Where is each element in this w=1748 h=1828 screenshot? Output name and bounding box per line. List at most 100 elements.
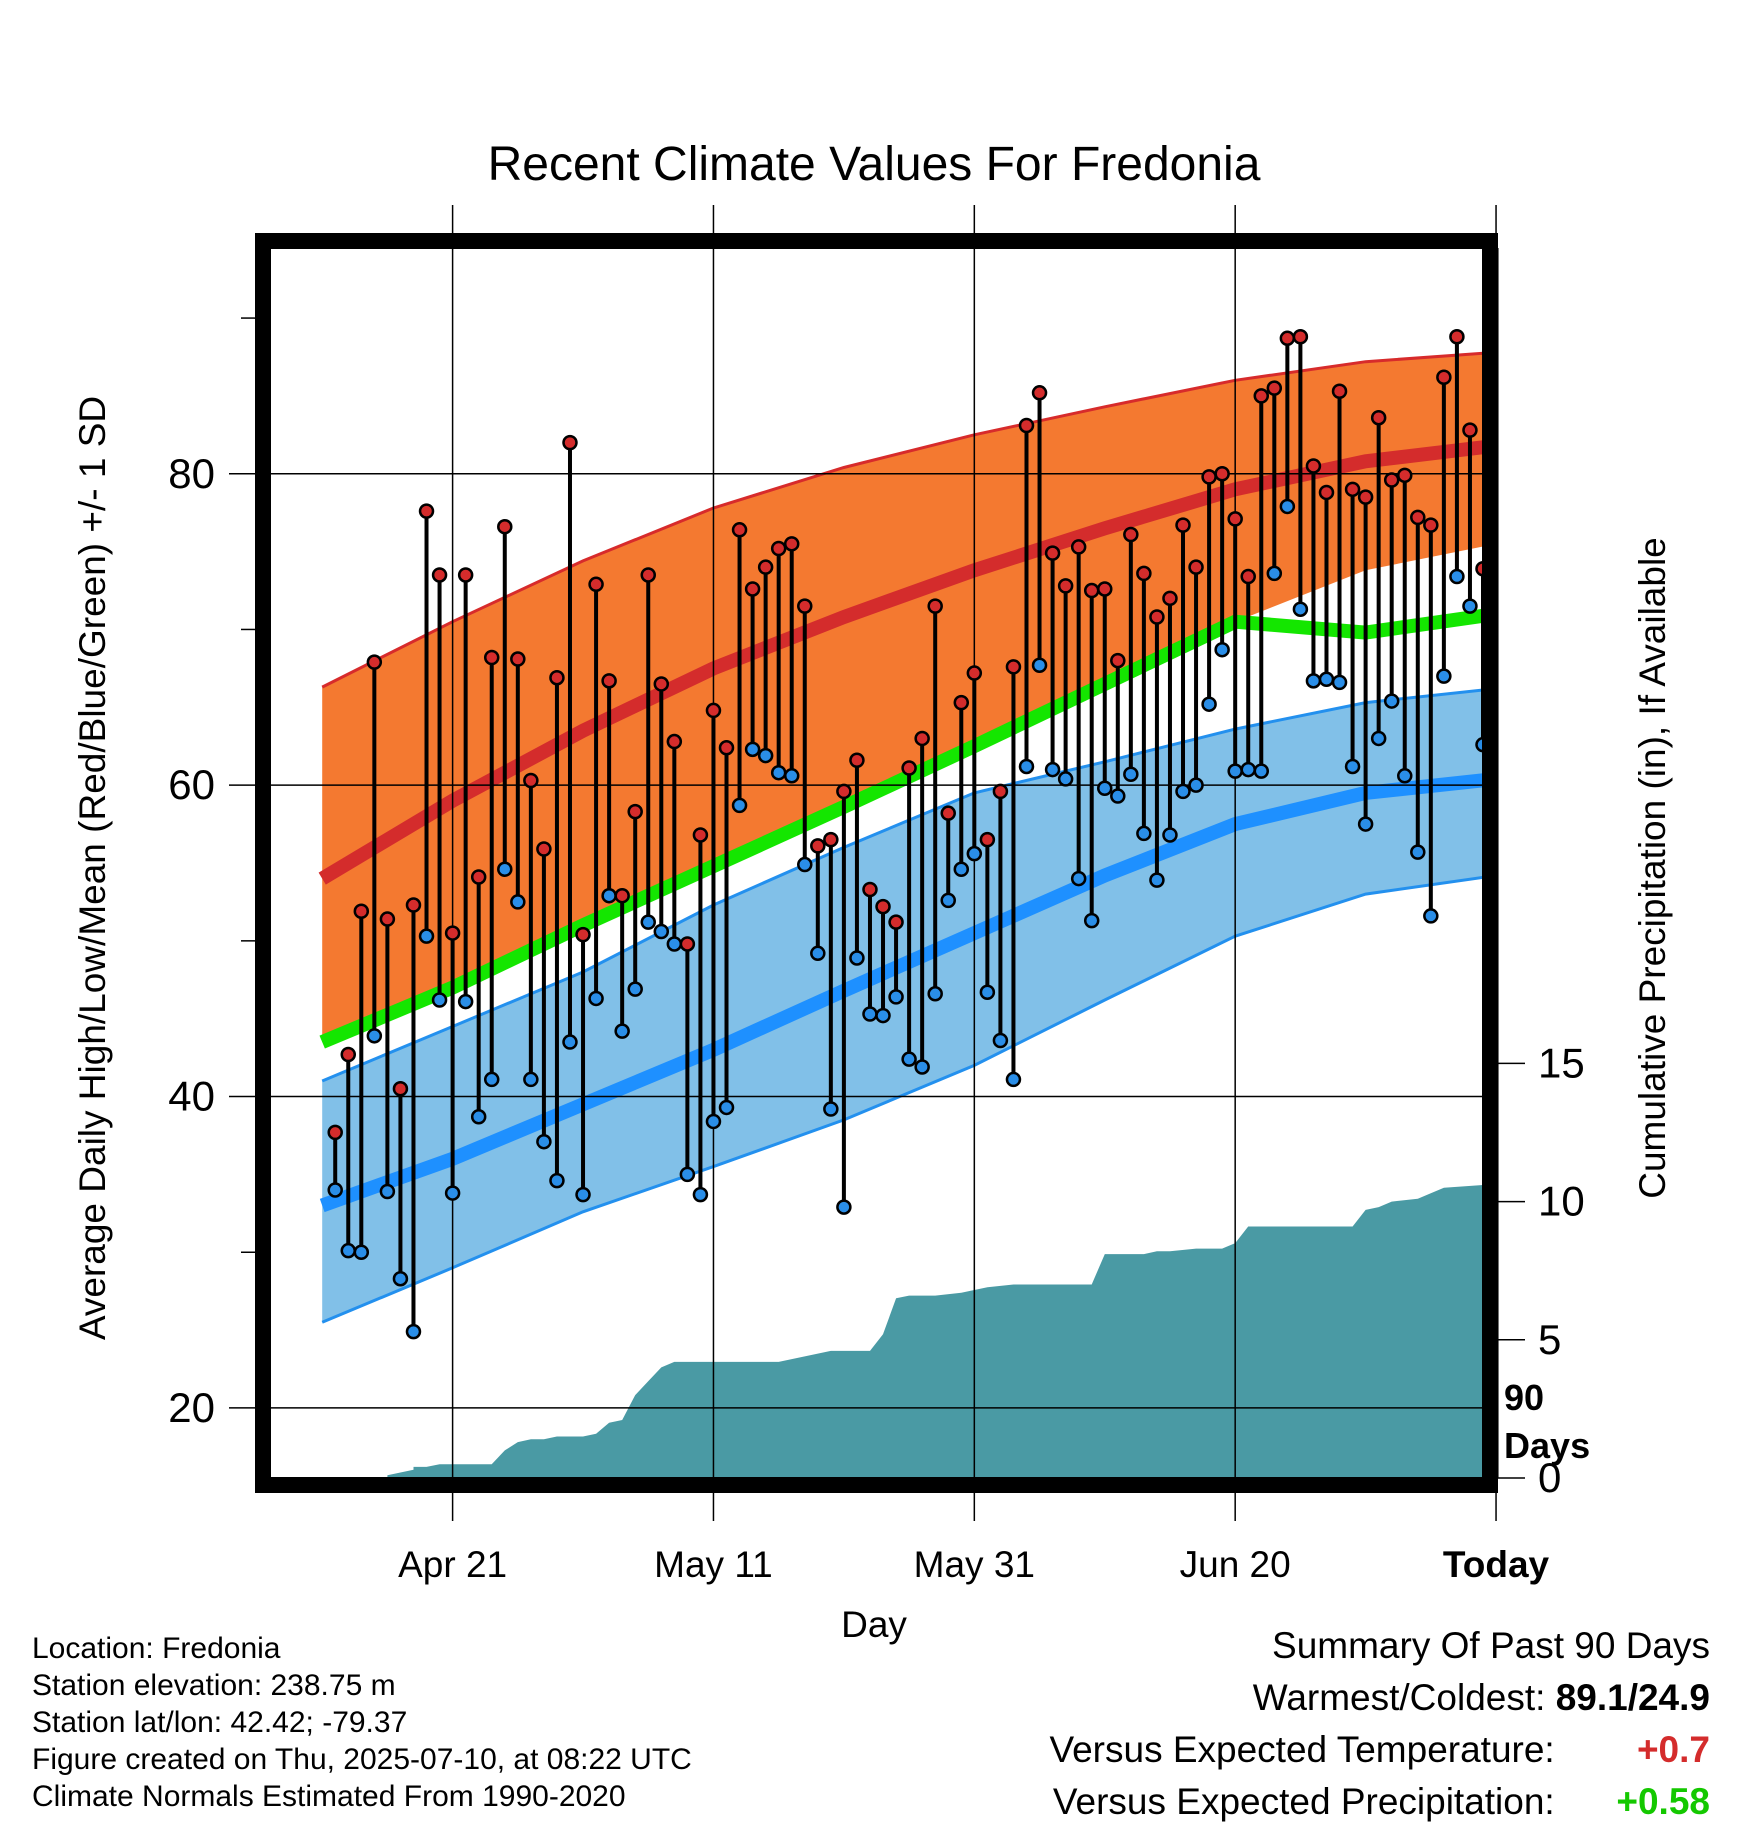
daily-low-point xyxy=(510,894,526,910)
daily-low-point xyxy=(731,797,748,814)
daily-low-point xyxy=(353,1244,370,1260)
daily-high-point xyxy=(523,772,539,789)
daily-low-point xyxy=(1149,872,1165,888)
x-axis-label: Day xyxy=(841,1604,907,1645)
daily-high-point xyxy=(940,805,956,821)
daily-high-point xyxy=(862,881,878,898)
daily-high-point xyxy=(836,783,852,800)
daily-low-point xyxy=(1436,668,1452,684)
daily-low-point xyxy=(1070,870,1087,887)
daily-low-point xyxy=(1162,827,1178,843)
daily-low-point xyxy=(1423,908,1439,924)
daily-high-point xyxy=(1097,581,1113,597)
axes: Apr 21 May 11 May 31 Jun 20 Today 20 40 60 80 0 5 1… xyxy=(168,205,1585,1585)
daily-high-point xyxy=(1149,609,1165,625)
daily-low-point xyxy=(1097,780,1113,797)
daily-low-point xyxy=(1031,657,1048,674)
summary-panel: Summary Of Past 90 Days Warmest/Coldest:… xyxy=(1049,1620,1710,1828)
daily-low-point xyxy=(1305,673,1322,689)
daily-low-point xyxy=(1175,783,1191,800)
plot-frame: 90 Days xyxy=(255,233,1590,1493)
daily-high-point xyxy=(1292,328,1309,345)
daily-high-point xyxy=(444,925,461,941)
summary-temp-row: Versus Expected Temperature: +0.7 xyxy=(1049,1724,1710,1776)
daily-high-point xyxy=(327,1124,343,1141)
daily-high-point xyxy=(1018,417,1035,434)
daily-low-point xyxy=(1292,601,1309,617)
daily-low-point xyxy=(940,892,956,909)
daily-low-point xyxy=(575,1186,591,1203)
daily-low-point xyxy=(1110,788,1126,804)
daily-low-point xyxy=(1253,763,1270,779)
daily-low-point xyxy=(757,747,774,764)
info-created: Figure created on Thu, 2025-07-10, at 08… xyxy=(32,1743,692,1776)
daily-high-point xyxy=(744,581,761,597)
daily-high-point xyxy=(1423,517,1439,533)
y-axis-label: Average Daily High/Low/Mean (Red/Blue/Gr… xyxy=(72,396,113,1340)
daily-high-point xyxy=(497,518,513,535)
daily-high-point xyxy=(914,730,930,747)
daily-high-point xyxy=(966,665,983,681)
daily-high-point xyxy=(770,540,787,557)
daily-high-point xyxy=(379,911,396,927)
daily-high-point xyxy=(718,740,735,756)
daily-low-point xyxy=(1475,736,1483,753)
daily-low-point xyxy=(1462,598,1478,614)
x-tick-label: Jun 20 xyxy=(1180,1544,1291,1585)
daily-high-point xyxy=(849,752,865,768)
daily-high-point xyxy=(757,559,774,575)
today-label-line1: 90 xyxy=(1504,1377,1544,1418)
summary-precip-value: +0.58 xyxy=(1616,1781,1710,1822)
daily-low-point xyxy=(444,1185,461,1201)
daily-low-point xyxy=(1383,693,1400,709)
daily-high-point xyxy=(692,827,709,843)
daily-low-point xyxy=(992,1032,1009,1049)
daily-low-point xyxy=(1057,771,1074,787)
daily-low-point xyxy=(849,950,865,966)
info-latlon: Station lat/lon: 42.42; -79.37 xyxy=(32,1706,408,1739)
daily-low-point xyxy=(405,1323,422,1340)
daily-high-point xyxy=(1475,560,1483,577)
daily-high-point xyxy=(1253,388,1270,404)
daily-high-point xyxy=(1383,472,1400,488)
daily-high-point xyxy=(1357,489,1374,505)
daily-low-point xyxy=(601,887,617,904)
daily-low-point xyxy=(653,923,670,940)
high-sd-band xyxy=(322,353,1483,1043)
daily-low-point xyxy=(1344,758,1361,775)
daily-high-point xyxy=(979,831,996,848)
daily-low-point xyxy=(483,1071,500,1088)
daily-high-point xyxy=(705,702,722,719)
daily-high-point xyxy=(418,503,435,519)
daily-high-point xyxy=(653,676,670,692)
daily-high-point xyxy=(1044,545,1061,561)
y2-tick-label: 10 xyxy=(1538,1178,1585,1225)
daily-high-point xyxy=(405,897,422,913)
daily-low-point xyxy=(1136,825,1152,842)
daily-high-point xyxy=(1436,369,1452,385)
daily-high-point xyxy=(575,926,591,943)
daily-high-point xyxy=(1462,422,1478,438)
daily-low-point xyxy=(1227,763,1243,779)
daily-low-point xyxy=(1240,761,1256,778)
daily-low-point xyxy=(549,1172,565,1189)
daily-low-point xyxy=(1018,758,1035,775)
daily-low-point xyxy=(418,928,435,944)
daily-high-point xyxy=(888,914,904,930)
daily-low-point xyxy=(588,990,604,1007)
daily-low-point xyxy=(627,981,643,997)
summary-title: Summary Of Past 90 Days xyxy=(1272,1625,1710,1666)
daily-high-point xyxy=(1410,509,1426,526)
daily-high-point xyxy=(1449,328,1465,345)
daily-low-point xyxy=(927,986,943,1002)
y2-tick-label: 15 xyxy=(1538,1039,1585,1086)
summary-precip-row: Versus Expected Precipitation: +0.58 xyxy=(1049,1776,1710,1828)
y2-axis-label: Cumulative Precipitation (in), If Availa… xyxy=(1632,537,1673,1199)
daily-low-point xyxy=(1396,768,1413,784)
daily-low-point xyxy=(914,1059,930,1075)
daily-low-point xyxy=(836,1199,852,1215)
daily-high-point xyxy=(823,831,839,848)
station-info: Location: Fredonia Station elevation: 23… xyxy=(32,1630,692,1815)
daily-low-point xyxy=(862,1006,878,1022)
